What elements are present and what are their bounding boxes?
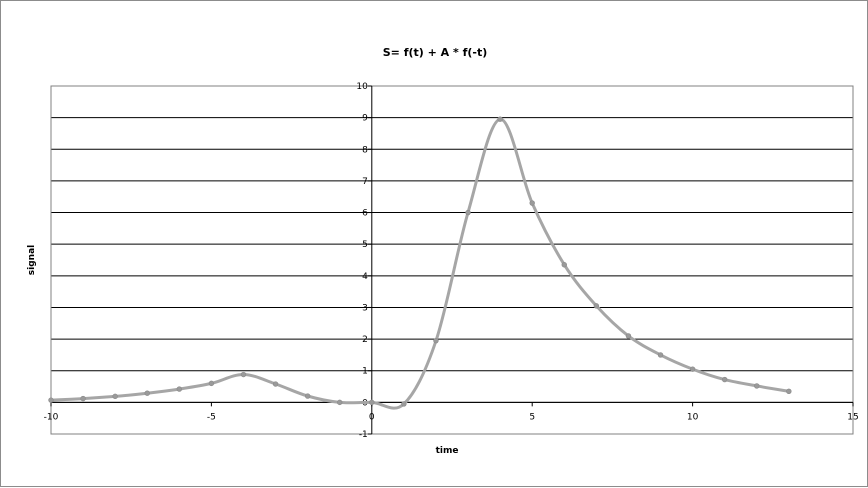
y-tick-label: 3 bbox=[362, 303, 368, 313]
data-point bbox=[144, 390, 150, 396]
data-point bbox=[465, 209, 471, 216]
x-tick-labels: -10 -5 0 5 10 15 bbox=[44, 402, 859, 422]
y-tick-label: 7 bbox=[362, 177, 368, 187]
y-tick-label: 8 bbox=[362, 145, 368, 155]
x-axis-title: time bbox=[436, 446, 459, 456]
y-tick-label: 9 bbox=[362, 114, 368, 124]
data-point bbox=[657, 352, 664, 358]
y-tick-label: 5 bbox=[362, 240, 368, 250]
axes bbox=[51, 86, 853, 434]
y-tick-label: 1 bbox=[362, 367, 368, 377]
y-tick-label: -1 bbox=[359, 430, 368, 440]
data-point bbox=[208, 380, 215, 387]
data-point bbox=[80, 395, 86, 402]
x-tick-label: 0 bbox=[369, 412, 375, 422]
x-tick-label: 10 bbox=[687, 412, 699, 422]
x-tick-label: 5 bbox=[529, 412, 535, 422]
y-tick-label: 10 bbox=[356, 82, 368, 92]
x-tick-label: 15 bbox=[847, 412, 858, 422]
y-tick-label: 2 bbox=[362, 335, 368, 345]
data-point bbox=[337, 399, 343, 406]
x-tick-label: -10 bbox=[44, 412, 59, 422]
data-point bbox=[721, 376, 728, 383]
series-line bbox=[49, 117, 791, 410]
y-tick-label: 4 bbox=[362, 272, 368, 282]
series-markers bbox=[48, 116, 792, 407]
chart-title: S= f(t) + A * f(-t) bbox=[383, 46, 488, 59]
data-point bbox=[529, 200, 535, 206]
x-tick-label: -5 bbox=[207, 412, 216, 422]
data-point bbox=[401, 401, 407, 407]
data-point bbox=[48, 397, 54, 403]
data-point bbox=[625, 333, 632, 339]
data-point bbox=[497, 116, 503, 122]
data-point bbox=[369, 399, 375, 406]
data-point bbox=[754, 383, 760, 389]
data-point bbox=[112, 393, 118, 400]
data-point bbox=[240, 371, 247, 378]
data-point bbox=[433, 337, 439, 344]
data-point bbox=[786, 388, 792, 394]
y-tick-label: 6 bbox=[362, 209, 368, 219]
y-axis-title: signal bbox=[27, 245, 37, 275]
data-point bbox=[593, 303, 600, 309]
y-tick-labels: -10 1 2 3 4 5 6 7 8 9 10 bbox=[356, 82, 372, 440]
data-point bbox=[304, 393, 311, 399]
data-point bbox=[176, 386, 183, 392]
plot-area-border bbox=[50, 85, 854, 435]
data-point bbox=[272, 381, 279, 387]
data-point bbox=[689, 366, 696, 372]
data-point bbox=[561, 262, 567, 268]
